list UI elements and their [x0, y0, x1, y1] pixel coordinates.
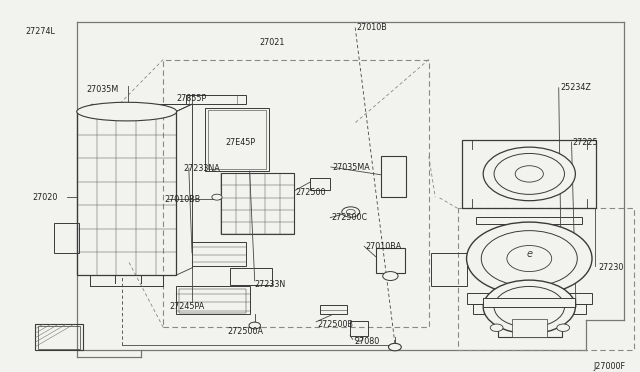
Bar: [310, 178, 330, 190]
Bar: [462, 140, 596, 208]
Circle shape: [467, 222, 592, 295]
Circle shape: [490, 324, 503, 331]
Bar: [221, 173, 294, 234]
Text: 27230: 27230: [598, 263, 624, 272]
Bar: [431, 253, 467, 286]
Bar: [320, 305, 347, 314]
Text: 27010BB: 27010BB: [164, 195, 201, 203]
Text: 27021: 27021: [259, 38, 285, 47]
Bar: [376, 248, 405, 273]
Ellipse shape: [77, 102, 177, 121]
Text: 27233NA: 27233NA: [184, 164, 220, 173]
Bar: [179, 289, 246, 313]
Text: 25234Z: 25234Z: [560, 83, 591, 92]
Circle shape: [494, 153, 564, 194]
Bar: [483, 298, 575, 307]
Bar: [230, 268, 272, 285]
Text: 27010B: 27010B: [356, 23, 387, 32]
Bar: [192, 242, 246, 266]
Bar: [498, 319, 562, 337]
Circle shape: [212, 194, 222, 200]
Bar: [458, 208, 634, 350]
Text: 27855P: 27855P: [177, 94, 207, 103]
Bar: [512, 319, 547, 337]
Text: 27225: 27225: [573, 138, 598, 147]
Circle shape: [507, 246, 552, 272]
Text: e: e: [526, 249, 532, 259]
Text: 27035MA: 27035MA: [332, 163, 370, 171]
Bar: [77, 112, 176, 275]
Circle shape: [355, 337, 363, 341]
Bar: [54, 223, 79, 253]
Bar: [35, 324, 83, 350]
Text: 27035M: 27035M: [86, 85, 118, 94]
Bar: [476, 217, 582, 224]
Circle shape: [388, 343, 401, 351]
Text: 272500B: 272500B: [317, 320, 353, 329]
Text: 27E45P: 27E45P: [225, 138, 255, 147]
Text: 27080: 27080: [354, 337, 379, 346]
Circle shape: [483, 280, 575, 334]
Text: 272500A: 272500A: [227, 327, 263, 336]
Bar: [38, 326, 80, 349]
Text: 27010BA: 27010BA: [365, 242, 402, 251]
Circle shape: [557, 324, 570, 331]
Circle shape: [383, 272, 398, 280]
Text: 272500: 272500: [295, 188, 326, 197]
Text: 27233N: 27233N: [255, 280, 286, 289]
Circle shape: [515, 166, 543, 182]
Bar: [163, 60, 429, 327]
Circle shape: [494, 286, 564, 327]
Text: 27245PA: 27245PA: [170, 302, 205, 311]
Circle shape: [483, 147, 575, 201]
Bar: [467, 293, 592, 304]
Circle shape: [481, 231, 577, 286]
Circle shape: [249, 322, 260, 329]
Bar: [208, 110, 266, 169]
Text: J27000F: J27000F: [594, 362, 626, 371]
Circle shape: [342, 207, 360, 217]
Bar: [350, 321, 368, 336]
Text: 272500C: 272500C: [332, 213, 367, 222]
Bar: [186, 95, 246, 104]
Text: 27274L: 27274L: [26, 27, 56, 36]
Bar: [176, 286, 250, 314]
Text: 27020: 27020: [32, 193, 58, 202]
Bar: [381, 156, 406, 197]
Bar: [473, 304, 586, 314]
Bar: [205, 108, 269, 171]
Circle shape: [346, 209, 355, 215]
